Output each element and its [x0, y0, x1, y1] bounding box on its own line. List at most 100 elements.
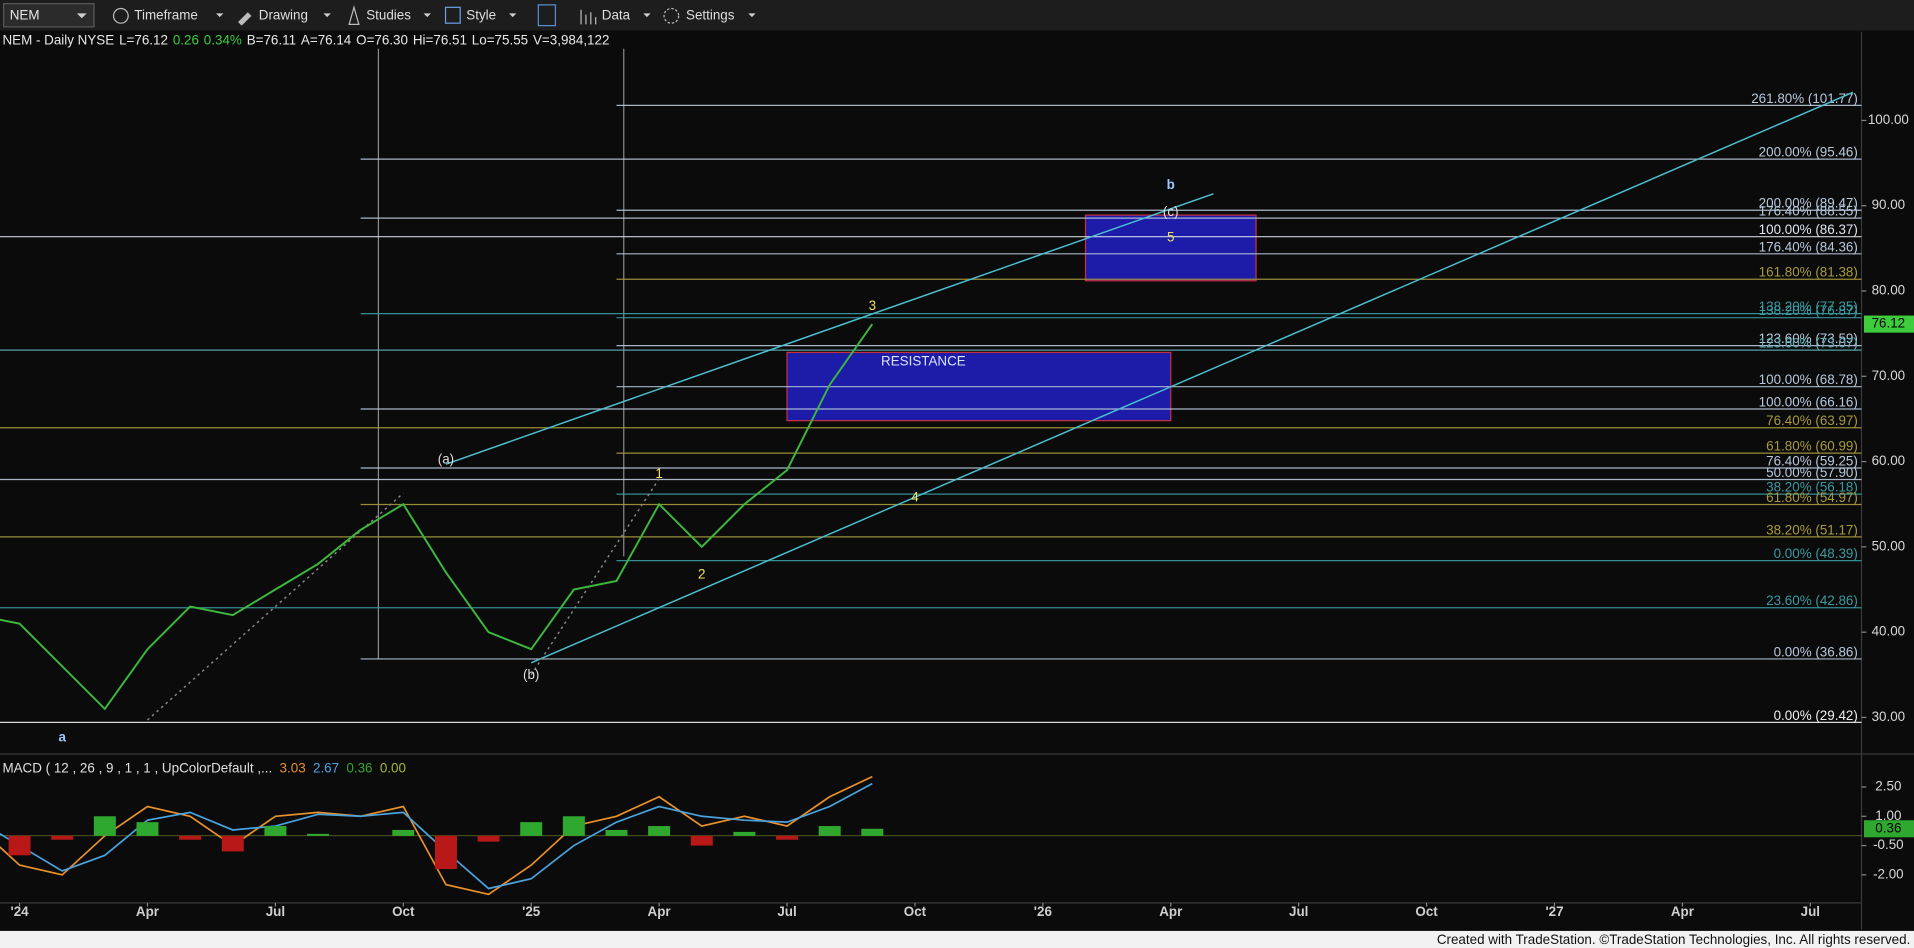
fib-label: 76.40% (59.25): [1766, 453, 1858, 468]
macd-line: [0, 775, 873, 896]
histogram-bar: [51, 835, 74, 840]
x-tick-label: Jul: [777, 904, 796, 919]
fib-label: 100.00% (66.16): [1759, 394, 1858, 409]
footer-bar: [0, 930, 1914, 948]
menu[interactable]: Studies: [366, 7, 411, 22]
fib-label: 61.80% (60.99): [1766, 439, 1858, 454]
y-tick-label: 100.00: [1868, 112, 1909, 127]
fib-label: 261.80% (101.77): [1751, 91, 1858, 106]
fib-label: 23.60% (42.86): [1766, 593, 1858, 608]
trendline: [530, 91, 1854, 664]
fib-label: 0.00% (36.86): [1774, 644, 1858, 659]
histogram-bar: [136, 822, 159, 836]
macd-legend-value: 2.67: [313, 760, 339, 775]
menu[interactable]: Style: [466, 7, 496, 22]
menu[interactable]: Timeframe: [134, 7, 198, 22]
y-tick-label: 50.00: [1872, 538, 1906, 553]
fib-label: 200.00% (89.47): [1759, 196, 1858, 211]
x-tick-label: Apr: [1159, 904, 1183, 919]
icon: [348, 5, 360, 26]
histogram-bar: [776, 835, 799, 840]
fib-label: 200.00% (95.46): [1759, 145, 1858, 160]
menu[interactable]: Data: [602, 7, 631, 22]
histogram-bar: [605, 829, 628, 836]
fib-label: 0.00% (29.42): [1774, 708, 1858, 723]
last-value: 0.36: [1875, 820, 1901, 835]
fib-label: 123.60% (73.07): [1759, 336, 1858, 351]
fib-label: 161.80% (81.38): [1759, 265, 1858, 280]
histogram-bar: [562, 816, 585, 836]
x-tick-label: Jul: [1801, 904, 1820, 919]
fib-label: 38.20% (51.17): [1766, 522, 1858, 537]
x-tick-label: Oct: [904, 904, 927, 919]
histogram-bar: [221, 835, 244, 852]
macd-legend-value: 3.03: [280, 760, 306, 775]
quote-item: Hi=76.51: [413, 32, 467, 47]
x-tick-label: '27: [1545, 904, 1563, 919]
menu[interactable]: Drawing: [259, 7, 308, 22]
macd-legend-value: 0.00: [380, 760, 406, 775]
histogram-bar: [690, 835, 713, 846]
y-tick-label: 30.00: [1872, 709, 1906, 724]
x-tick-label: Apr: [648, 904, 672, 919]
last-price-tag: [1863, 315, 1914, 333]
histogram-bar: [307, 833, 330, 836]
dropdown-arrow: [76, 13, 87, 19]
fib-label: 76.40% (63.97): [1766, 413, 1858, 428]
fib-label: 138.20% (77.35): [1759, 299, 1858, 314]
quote-item: L=76.12: [119, 32, 168, 47]
last-value-tag: [1863, 820, 1914, 838]
fib-label: 50.00% (57.90): [1766, 465, 1858, 480]
histogram-bar: [818, 826, 841, 836]
x-tick-label: Oct: [392, 904, 415, 919]
dropdown-arrows: [216, 13, 756, 18]
wave-label: (c): [1163, 204, 1179, 219]
x-tick-label: '26: [1034, 904, 1052, 919]
histogram-bar: [264, 826, 287, 836]
macd-legend-value: 0.36: [346, 760, 372, 775]
quote-item: NEM - Daily NYSE: [2, 32, 114, 47]
quote-item: Lo=75.55: [472, 32, 528, 47]
price-line: [0, 323, 874, 711]
fib-label: 138.20% (76.87): [1759, 303, 1858, 318]
toolbar: [0, 0, 1914, 31]
last-price: 76.12: [1872, 316, 1906, 331]
macd-title: MACD ( 12 , 26 , 9 , 1 , 1 , UpColorDefa…: [2, 760, 272, 775]
x-tick-label: Oct: [1415, 904, 1438, 919]
wave-label: 1: [655, 466, 662, 481]
x-tick-label: Apr: [1671, 904, 1695, 919]
trendline: [445, 193, 1214, 465]
fib-label: 0.00% (48.39): [1774, 546, 1858, 561]
x-tick-label: '25: [522, 904, 541, 919]
y-tick-label: -2.00: [1873, 866, 1904, 881]
icon: [537, 4, 557, 27]
icon: [112, 7, 129, 24]
y-tick-label: 70.00: [1872, 368, 1906, 383]
fib-label: 176.40% (88.55): [1759, 204, 1858, 219]
menu[interactable]: Settings: [686, 7, 735, 22]
histogram-bar: [179, 835, 202, 840]
fib-label: 38.20% (56.18): [1766, 480, 1858, 495]
x-tick-label: Jul: [1289, 904, 1308, 919]
y-tick-label: 80.00: [1872, 283, 1906, 298]
symbol-box[interactable]: [3, 3, 95, 28]
fib-label: 176.40% (84.36): [1759, 239, 1858, 254]
histogram-bar: [392, 829, 415, 836]
histogram-bar: [434, 835, 457, 869]
trendline: [146, 492, 404, 721]
x-tick-label: Apr: [136, 904, 160, 919]
footer: Created with TradeStation. ©TradeStation…: [1437, 932, 1911, 947]
symbol[interactable]: NEM: [10, 7, 40, 22]
quote-line: NEM - Daily NYSE L=76.12 0.26 0.34% B=76.11 A…: [2, 32, 609, 47]
wave-label: a: [58, 729, 66, 744]
y-tick-label: 1.00: [1875, 808, 1901, 823]
histogram-bar: [733, 831, 756, 836]
macd-header: MACD ( 12 , 26 , 9 , 1 , 1 , UpColorDefa…: [2, 760, 405, 775]
icon: [444, 6, 461, 24]
icon: [238, 12, 252, 26]
wave-label: 3: [869, 298, 876, 313]
x-tick-label: '24: [11, 904, 30, 919]
